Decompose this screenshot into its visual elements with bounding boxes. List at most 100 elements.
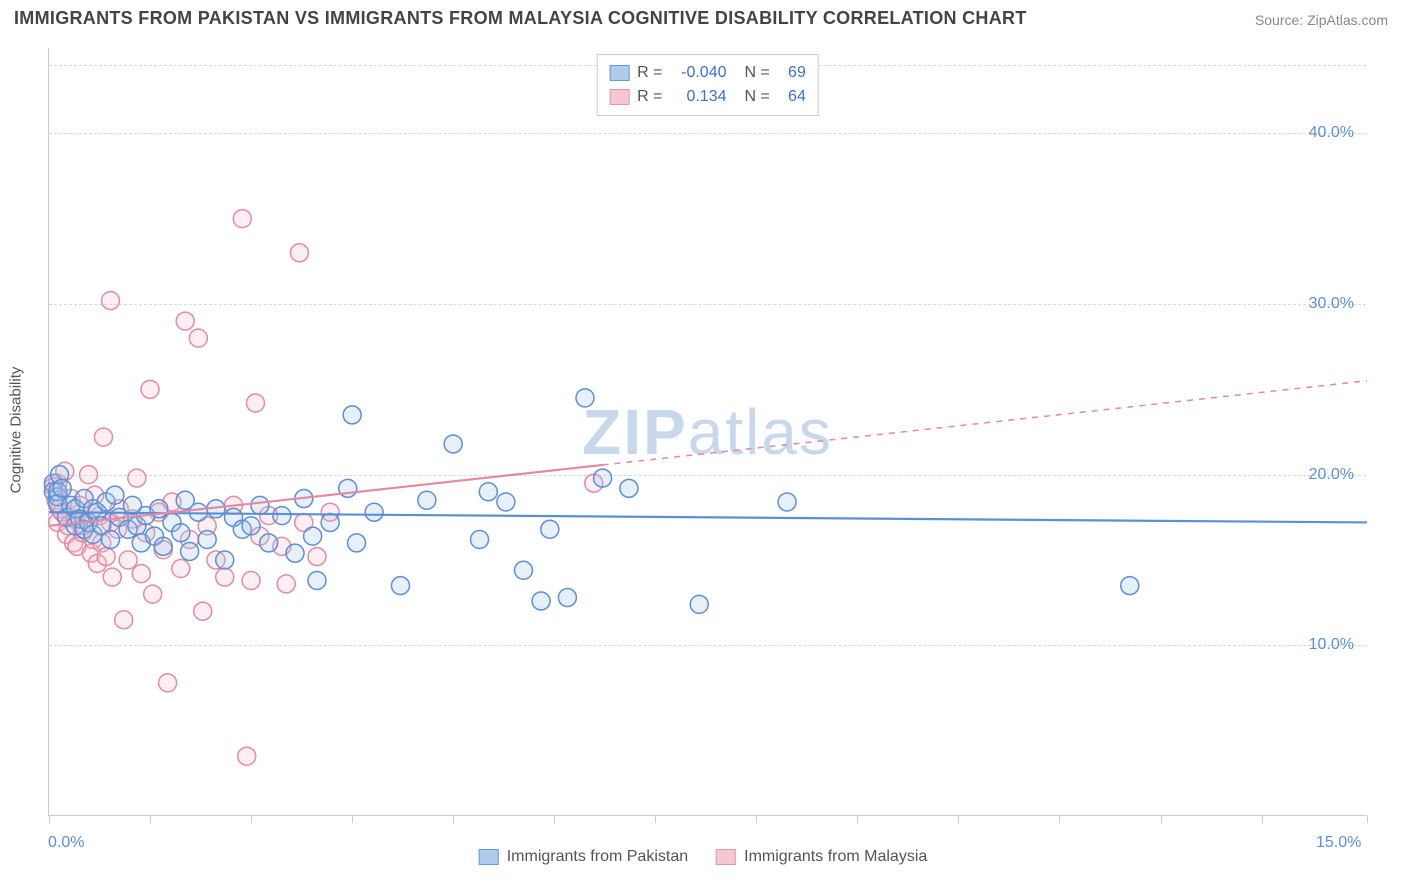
stat-r-label: R = <box>637 85 662 109</box>
x-tick <box>655 815 656 823</box>
scatter-point-malaysia <box>290 244 308 262</box>
stat-r-label: R = <box>637 61 662 85</box>
scatter-point-pakistan <box>541 520 559 538</box>
swatch-pakistan <box>609 65 629 81</box>
scatter-point-pakistan <box>286 544 304 562</box>
stat-n-label: N = <box>745 61 770 85</box>
scatter-point-pakistan <box>321 513 339 531</box>
scatter-point-pakistan <box>304 527 322 545</box>
scatter-point-malaysia <box>216 568 234 586</box>
x-tick <box>1367 815 1368 823</box>
scatter-point-malaysia <box>308 548 326 566</box>
scatter-point-malaysia <box>119 551 137 569</box>
y-axis-label: Cognitive Disability <box>8 367 25 494</box>
scatter-point-malaysia <box>80 466 98 484</box>
scatter-point-pakistan <box>532 592 550 610</box>
x-tick-label: 15.0% <box>1316 834 1361 852</box>
stat-r-value: -0.040 <box>671 61 727 85</box>
chart-title: IMMIGRANTS FROM PAKISTAN VS IMMIGRANTS F… <box>14 8 1027 29</box>
scatter-point-pakistan <box>181 542 199 560</box>
x-tick-label: 0.0% <box>48 834 84 852</box>
scatter-point-pakistan <box>189 503 207 521</box>
legend-item-pakistan: Immigrants from Pakistan <box>479 848 688 866</box>
scatter-point-pakistan <box>365 503 383 521</box>
scatter-point-pakistan <box>391 577 409 595</box>
x-tick <box>756 815 757 823</box>
scatter-point-pakistan <box>558 589 576 607</box>
swatch-malaysia <box>609 89 629 105</box>
x-tick <box>49 815 50 823</box>
stat-n-label: N = <box>745 85 770 109</box>
scatter-point-pakistan <box>273 507 291 525</box>
stats-row-pakistan: R = -0.040 N = 69 <box>609 61 806 85</box>
scatter-point-pakistan <box>343 406 361 424</box>
scatter-point-pakistan <box>576 389 594 407</box>
scatter-point-malaysia <box>242 571 260 589</box>
scatter-point-pakistan <box>106 486 124 504</box>
scatter-point-pakistan <box>53 479 71 497</box>
scatter-point-malaysia <box>103 568 121 586</box>
legend: Immigrants from Pakistan Immigrants from … <box>479 848 928 866</box>
scatter-point-pakistan <box>778 493 796 511</box>
x-tick <box>352 815 353 823</box>
scatter-point-pakistan <box>216 551 234 569</box>
scatter-point-pakistan <box>418 491 436 509</box>
scatter-point-pakistan <box>251 496 269 514</box>
scatter-point-pakistan <box>594 469 612 487</box>
scatter-point-pakistan <box>471 531 489 549</box>
scatter-point-malaysia <box>238 747 256 765</box>
x-tick <box>1161 815 1162 823</box>
scatter-point-pakistan <box>514 561 532 579</box>
stat-n-value: 64 <box>778 85 806 109</box>
legend-item-malaysia: Immigrants from Malaysia <box>716 848 927 866</box>
trend-line-dashed-malaysia <box>603 381 1367 465</box>
stat-r-value: 0.134 <box>671 85 727 109</box>
scatter-point-pakistan <box>260 534 278 552</box>
scatter-point-malaysia <box>189 329 207 347</box>
scatter-point-pakistan <box>620 479 638 497</box>
scatter-point-pakistan <box>308 571 326 589</box>
scatter-point-malaysia <box>172 560 190 578</box>
scatter-point-malaysia <box>176 312 194 330</box>
scatter-point-pakistan <box>497 493 515 511</box>
x-tick <box>251 815 252 823</box>
scatter-point-malaysia <box>97 548 115 566</box>
scatter-point-malaysia <box>277 575 295 593</box>
x-tick <box>150 815 151 823</box>
scatter-point-pakistan <box>444 435 462 453</box>
scatter-point-malaysia <box>246 394 264 412</box>
scatter-point-pakistan <box>172 524 190 542</box>
scatter-point-malaysia <box>159 674 177 692</box>
scatter-point-malaysia <box>128 469 146 487</box>
scatter-point-pakistan <box>1121 577 1139 595</box>
scatter-point-pakistan <box>690 595 708 613</box>
scatter-point-pakistan <box>198 531 216 549</box>
x-tick <box>1059 815 1060 823</box>
x-tick <box>1262 815 1263 823</box>
x-tick <box>554 815 555 823</box>
x-tick <box>453 815 454 823</box>
legend-swatch-pakistan <box>479 849 499 865</box>
stat-n-value: 69 <box>778 61 806 85</box>
scatter-point-malaysia <box>132 565 150 583</box>
legend-label: Immigrants from Malaysia <box>744 848 927 866</box>
scatter-point-pakistan <box>242 517 260 535</box>
scatter-point-malaysia <box>233 210 251 228</box>
scatter-point-malaysia <box>144 585 162 603</box>
scatter-point-malaysia <box>141 380 159 398</box>
scatter-point-pakistan <box>154 537 172 555</box>
legend-label: Immigrants from Pakistan <box>507 848 688 866</box>
plot-area: ZIPatlas 10.0%20.0%30.0%40.0% R =-0.040N… <box>48 48 1366 816</box>
scatter-point-pakistan <box>102 531 120 549</box>
scatter-point-malaysia <box>94 428 112 446</box>
scatter-point-malaysia <box>194 602 212 620</box>
source-label: Source: ZipAtlas.com <box>1255 12 1388 28</box>
stats-box: R = -0.040 N = 69 R = 0.134 N = 64 <box>596 54 819 116</box>
scatter-svg <box>49 48 1366 815</box>
legend-swatch-malaysia <box>716 849 736 865</box>
x-tick <box>857 815 858 823</box>
scatter-point-malaysia <box>102 292 120 310</box>
scatter-point-pakistan <box>348 534 366 552</box>
x-tick <box>958 815 959 823</box>
scatter-point-pakistan <box>479 483 497 501</box>
